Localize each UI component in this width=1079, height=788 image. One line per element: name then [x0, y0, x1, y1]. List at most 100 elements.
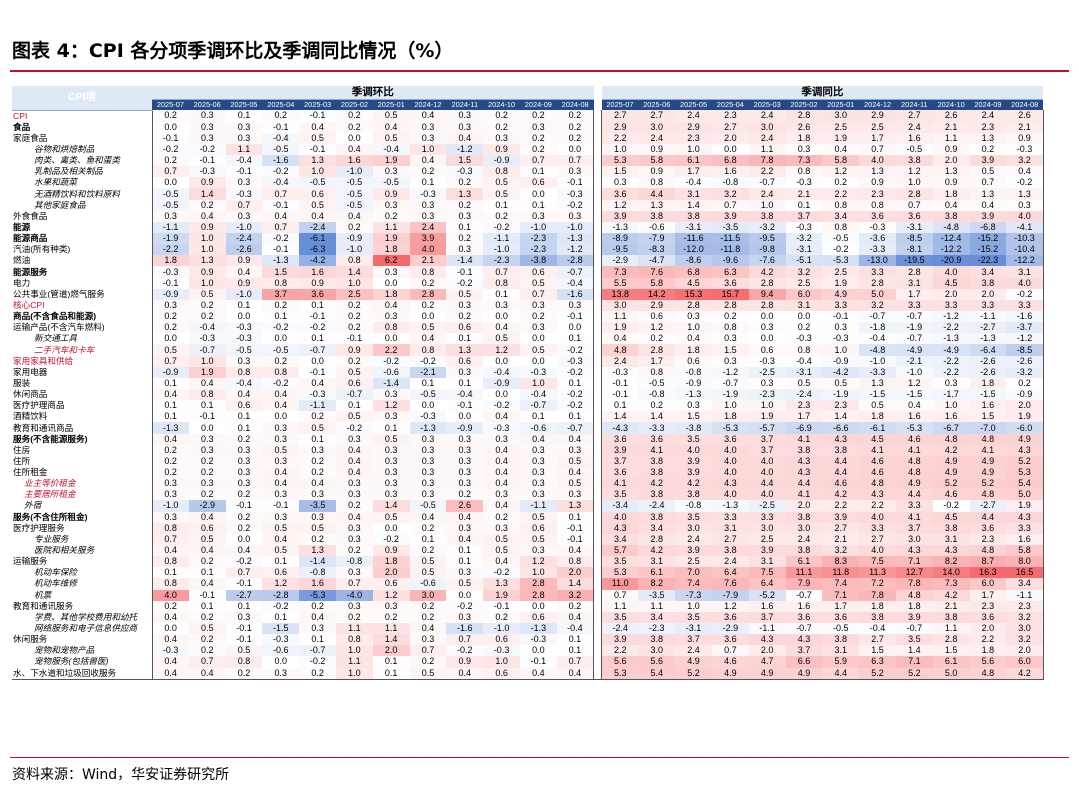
- mom-value-cell: 0.1: [262, 611, 300, 623]
- yoy-value-cell: 3.7: [748, 433, 786, 445]
- column-gap: [594, 556, 602, 567]
- yoy-value-cell: 0.8: [822, 221, 860, 234]
- yoy-value-cell: 3.5: [601, 556, 639, 568]
- mom-value-cell: 0.5: [152, 344, 189, 356]
- yoy-value-cell: 3.9: [601, 210, 639, 222]
- yoy-value-cell: -4.2: [822, 366, 860, 378]
- column-gap: [594, 623, 602, 634]
- mom-value-cell: 0.3: [556, 444, 595, 456]
- yoy-value-cell: -8.5: [1006, 344, 1044, 356]
- mom-value-cell: 0.9: [446, 656, 484, 668]
- table-row: 家用电器 -0.9 1.9 0.8 0.8 -0.1 0.5 -0.6 -2.1 0.3 -0.4-…: [12, 366, 1044, 378]
- mom-value-cell: -0.8: [299, 567, 336, 579]
- mom-value-cell: 0.1: [519, 166, 557, 178]
- mom-value-cell: 0.2: [519, 132, 557, 144]
- yoy-value-cell: -0.3: [601, 366, 639, 378]
- mom-value-cell: -0.1: [188, 411, 226, 423]
- mom-value-cell: 0.7: [225, 567, 263, 579]
- mom-value-cell: 2.2: [372, 344, 410, 356]
- mom-value-cell: 0.3: [262, 511, 300, 523]
- column-gap: [594, 545, 602, 556]
- yoy-value-cell: 3.6: [822, 611, 860, 623]
- yoy-value-cell: 0.0: [785, 311, 823, 323]
- yoy-value-cell: -9.6: [711, 255, 749, 267]
- yoy-value-cell: 4.0: [675, 444, 712, 456]
- yoy-value-cell: -0.3: [785, 333, 823, 345]
- mom-value-cell: -0.3: [225, 322, 263, 334]
- mom-value-cell: 2.8: [519, 589, 557, 601]
- yoy-value-cell: -3.3: [638, 422, 676, 434]
- row-label: CPI: [12, 110, 153, 122]
- yoy-value-cell: 3.8: [638, 467, 676, 479]
- mom-value-cell: 0.0: [519, 355, 557, 367]
- yoy-value-cell: -2.9: [711, 622, 749, 635]
- column-gap: [594, 478, 602, 489]
- yoy-value-cell: 1.3: [859, 377, 896, 390]
- mom-value-cell: 0.2: [483, 611, 520, 623]
- mom-value-cell: -0.5: [225, 344, 263, 356]
- yoy-value-cell: 6.3: [859, 656, 896, 668]
- mom-value-cell: 0.3: [519, 489, 557, 501]
- row-label: 机动车维修: [12, 578, 153, 590]
- yoy-value-cell: 3.6: [711, 611, 749, 623]
- mom-value-cell: 0.3: [335, 600, 373, 612]
- mom-value-cell: -2.3: [483, 255, 520, 267]
- yoy-value-cell: 0.3: [601, 177, 639, 189]
- mom-value-cell: -0.3: [556, 188, 595, 200]
- mom-value-cell: -2.3: [519, 244, 557, 256]
- table-row: 机票 4.0 -0.1 -2.7 -2.8 -5.3 -4.0 1.2 3.0 0.0 1.9 2.8…: [12, 589, 1044, 601]
- mom-value-cell: 0.1: [299, 333, 336, 345]
- row-label: 燃油: [12, 255, 153, 267]
- column-gap: [594, 590, 602, 601]
- yoy-value-cell: 1.8: [859, 600, 896, 612]
- mom-value-cell: 0.5: [483, 533, 520, 545]
- yoy-value-cell: 8.2: [932, 556, 970, 568]
- mom-value-cell: 0.2: [446, 233, 484, 245]
- yoy-value-cell: 2.4: [675, 533, 712, 545]
- yoy-value-cell: 2.0: [785, 500, 823, 512]
- yoy-value-cell: 2.8: [748, 299, 786, 312]
- mom-value-cell: 0.2: [446, 177, 484, 189]
- mom-value-cell: 0.3: [409, 444, 447, 456]
- yoy-value-cell: -1.5: [895, 389, 933, 401]
- yoy-value-cell: -5.3: [711, 422, 749, 434]
- yoy-value-cell: 0.9: [932, 177, 970, 189]
- mom-value-cell: 0.0: [556, 143, 595, 156]
- yoy-value-cell: 4.1: [785, 433, 823, 445]
- yoy-value-cell: 2.4: [969, 110, 1007, 122]
- column-gap: [594, 601, 602, 612]
- yoy-value-cell: 4.8: [969, 489, 1007, 501]
- item-column-header: CPI项: [12, 86, 152, 111]
- yoy-value-cell: 5.8: [638, 155, 676, 167]
- yoy-value-cell: 0.0: [748, 333, 786, 345]
- table-row: 服装 0.1 0.4 -0.4 -0.2 0.4 0.6 -1.4 0.1 0.1 -0.9 1.0 0…: [12, 377, 1044, 390]
- mom-value-cell: -0.2: [446, 277, 484, 289]
- yoy-date-header: 2025-01: [822, 99, 860, 110]
- yoy-value-cell: 3.8: [785, 444, 823, 456]
- yoy-date-header: 2025-06: [638, 99, 676, 110]
- yoy-value-cell: 1.8: [895, 600, 933, 612]
- mom-value-cell: 0.2: [262, 110, 300, 122]
- column-gap: [594, 300, 602, 311]
- mom-value-cell: 0.2: [188, 645, 226, 657]
- mom-value-cell: 0.2: [335, 299, 373, 312]
- mom-value-cell: 0.2: [372, 611, 410, 623]
- yoy-value-cell: 5.3: [601, 667, 639, 680]
- mom-value-cell: 0.2: [188, 299, 226, 312]
- column-gap: [594, 233, 602, 244]
- mom-value-cell: 0.4: [262, 389, 300, 401]
- mom-value-cell: 0.8: [483, 277, 520, 289]
- mom-value-cell: 0.2: [188, 467, 226, 479]
- yoy-value-cell: 5.2: [969, 478, 1007, 490]
- mom-value-cell: -6.1: [299, 233, 336, 245]
- column-gap: [594, 289, 602, 300]
- column-gap: [594, 166, 602, 177]
- yoy-value-cell: 0.4: [969, 199, 1007, 211]
- mom-value-cell: -1.4: [446, 255, 484, 267]
- mom-value-cell: 0.0: [152, 622, 189, 635]
- yoy-value-cell: 7.4: [675, 578, 712, 590]
- yoy-value-cell: 1.8: [675, 344, 712, 356]
- mom-value-cell: -0.2: [372, 355, 410, 367]
- mom-value-cell: 0.5: [519, 344, 557, 356]
- column-gap: [594, 400, 602, 411]
